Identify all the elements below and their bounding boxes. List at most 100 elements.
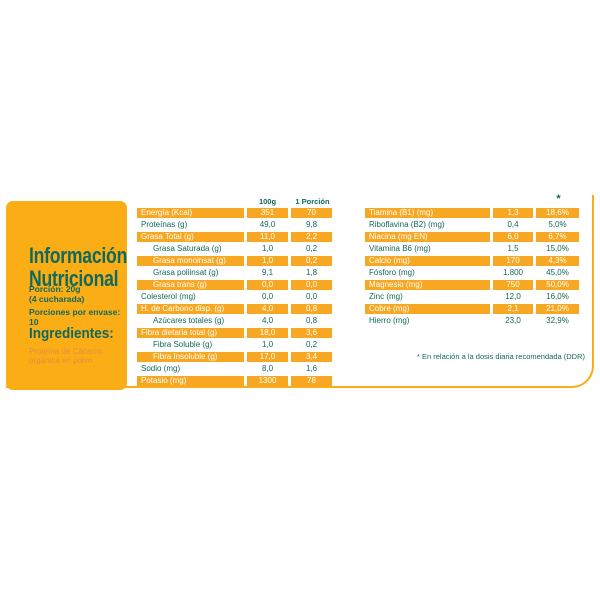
value-ddr-percent: 15,0%: [546, 244, 569, 253]
table-row: Grasa Saturada (g) 1,0 0,2: [137, 244, 332, 254]
nutrient-label: Vitamina B6 (mg): [369, 244, 431, 253]
table-row: Sodio (mg) 8,0 1,6: [137, 364, 332, 374]
value-amount: 0,4: [507, 220, 519, 229]
value-per-100g: 18,0: [247, 328, 288, 338]
value-per-serving: 78: [291, 376, 332, 386]
title-line-1: Información: [29, 243, 128, 268]
ingredients-line-1: Proteína de Cáñamo: [29, 347, 103, 356]
nutrient-label: Proteínas (g): [141, 220, 188, 229]
table-row: Grasa trans (g) 0,0 0,0: [137, 280, 332, 290]
servings-info: Porciones por envase: 10: [29, 307, 121, 327]
value-amount: 23,0: [505, 316, 521, 325]
value-amount: 1.800: [502, 268, 524, 277]
value-per-100g: 4,0: [247, 304, 288, 314]
page-title: Información Nutricional: [29, 244, 127, 290]
value-ddr-percent: 32,9%: [546, 316, 569, 325]
value-per-serving: 1,6: [305, 364, 318, 373]
value-per-serving: 0,2: [291, 256, 332, 266]
value-ddr-percent: 4,3%: [536, 256, 579, 266]
nutrient-label: Fibra Insoluble (g): [137, 352, 244, 362]
nutrient-label: Potasio (mg): [137, 376, 244, 386]
servings-label: Porciones por envase:: [29, 307, 121, 317]
value-per-100g: 11,0: [247, 232, 288, 242]
ddr-footnote: * En relación a la dosis diaria recomend…: [417, 352, 585, 361]
nutrition-table-vitamins-minerals: Tiamina (B1) (mg) 1,3 18,6% Riboflavina (B2…: [365, 208, 579, 328]
table-row: Vitamina B6 (mg) 1,5 15,0%: [365, 244, 579, 254]
table-row: Niacina (mg EN) 6,0 6,7%: [365, 232, 579, 242]
table-row: Cobre (mg) 2,1 21,0%: [365, 304, 579, 314]
nutrient-label: Grasa monoinsat (g): [137, 256, 244, 266]
value-amount: 2,1: [493, 304, 533, 314]
table-row: H. de Carbono disp. (g) 4,0 0,8: [137, 304, 332, 314]
value-per-serving: 0,0: [291, 280, 332, 290]
value-per-100g: 8,0: [261, 364, 274, 373]
value-ddr-percent: 6,7%: [536, 232, 579, 242]
value-per-serving: 2,2: [291, 232, 332, 242]
nutrient-label: Cobre (mg): [365, 304, 490, 314]
value-per-serving: 1,8: [305, 268, 318, 277]
value-per-100g: 1,0: [261, 340, 274, 349]
value-amount: 1,3: [493, 208, 533, 218]
value-per-100g: 4,0: [261, 316, 274, 325]
nutrient-label: Calcio (mg): [365, 256, 490, 266]
value-per-serving: 0,0: [305, 292, 318, 301]
table-row: Magnesio (mg) 750 50,0%: [365, 280, 579, 290]
value-ddr-percent: 5,0%: [548, 220, 567, 229]
servings-value: 10: [29, 316, 39, 327]
nutrient-label: Azúcares totales (g): [153, 316, 225, 325]
table-row: Potasio (mg) 1300 78: [137, 376, 332, 386]
nutrient-label: Colesterol (mg): [141, 292, 196, 301]
nutrient-label: Hierro (mg): [369, 316, 410, 325]
nutrient-label: Fósforo (mg): [369, 268, 415, 277]
value-per-100g: 0,0: [247, 280, 288, 290]
nutrient-label: Tiamina (B1) (mg): [365, 208, 490, 218]
value-per-serving: 3,4: [291, 352, 332, 362]
value-per-serving: 3,6: [291, 328, 332, 338]
value-ddr-percent: 50,0%: [536, 280, 579, 290]
value-per-100g: 351: [247, 208, 288, 218]
nutrient-label: Niacina (mg EN): [365, 232, 490, 242]
value-per-100g: 1300: [247, 376, 288, 386]
value-per-100g: 1,0: [261, 244, 274, 253]
table-row: Fibra Insoluble (g) 17,0 3,4: [137, 352, 332, 362]
value-per-serving: 0,2: [305, 340, 318, 349]
table-row: Azúcares totales (g) 4,0 0,8: [137, 316, 332, 326]
table-row: Hierro (mg) 23,0 32,9%: [365, 316, 579, 326]
value-per-100g: 49,0: [259, 220, 276, 229]
nutrient-label: Zinc (mg): [369, 292, 403, 301]
value-per-serving: 9,8: [305, 220, 318, 229]
ingredients-title: Ingredientes:: [29, 325, 114, 342]
nutrient-label: Grasa Total (g): [137, 232, 244, 242]
portion-label: Porción: 20g: [29, 284, 81, 294]
value-per-serving: 0,8: [305, 316, 318, 325]
table-row: Grasa Total (g) 11,0 2,2: [137, 232, 332, 242]
nutrient-label: H. de Carbono disp. (g): [137, 304, 244, 314]
nutrient-label: Fibra dietaria total (g): [137, 328, 244, 338]
table-row: Proteínas (g) 49,0 9,8: [137, 220, 332, 230]
ingredients-text: Proteína de Cáñamo orgánica en polvo: [29, 347, 103, 365]
table-row: Grasa poliinsat (g) 9,1 1,8: [137, 268, 332, 278]
nutrient-label: Fibra Soluble (g): [153, 340, 213, 349]
table-row: Zinc (mg) 12,0 16,0%: [365, 292, 579, 302]
table-row: Fibra dietaria total (g) 18,0 3,6: [137, 328, 332, 338]
value-ddr-percent: 45,0%: [546, 268, 569, 277]
nutrient-label: Sodio (mg): [141, 364, 181, 373]
nutrient-label: Grasa poliinsat (g): [153, 268, 219, 277]
column-header-ddr-asterisk: *: [556, 193, 561, 205]
value-per-100g: 9,1: [261, 268, 274, 277]
value-amount: 12,0: [505, 292, 521, 301]
value-per-100g: 0,0: [261, 292, 274, 301]
table-row: Tiamina (B1) (mg) 1,3 18,6%: [365, 208, 579, 218]
value-ddr-percent: 21,0%: [536, 304, 579, 314]
info-sidebar: Información Nutricional Porción: 20g (4 …: [6, 201, 127, 390]
value-per-serving: 70: [291, 208, 332, 218]
value-per-serving: 0,2: [305, 244, 318, 253]
nutrient-label: Grasa Saturada (g): [153, 244, 222, 253]
table-row: Calcio (mg) 170 4,3%: [365, 256, 579, 266]
nutrient-label: Energía (Kcal): [137, 208, 244, 218]
value-amount: 170: [493, 256, 533, 266]
table-row: Grasa monoinsat (g) 1,0 0,2: [137, 256, 332, 266]
value-per-100g: 1,0: [247, 256, 288, 266]
value-ddr-percent: 16,0%: [546, 292, 569, 301]
table-row: Riboflavina (B2) (mg) 0,4 5,0%: [365, 220, 579, 230]
